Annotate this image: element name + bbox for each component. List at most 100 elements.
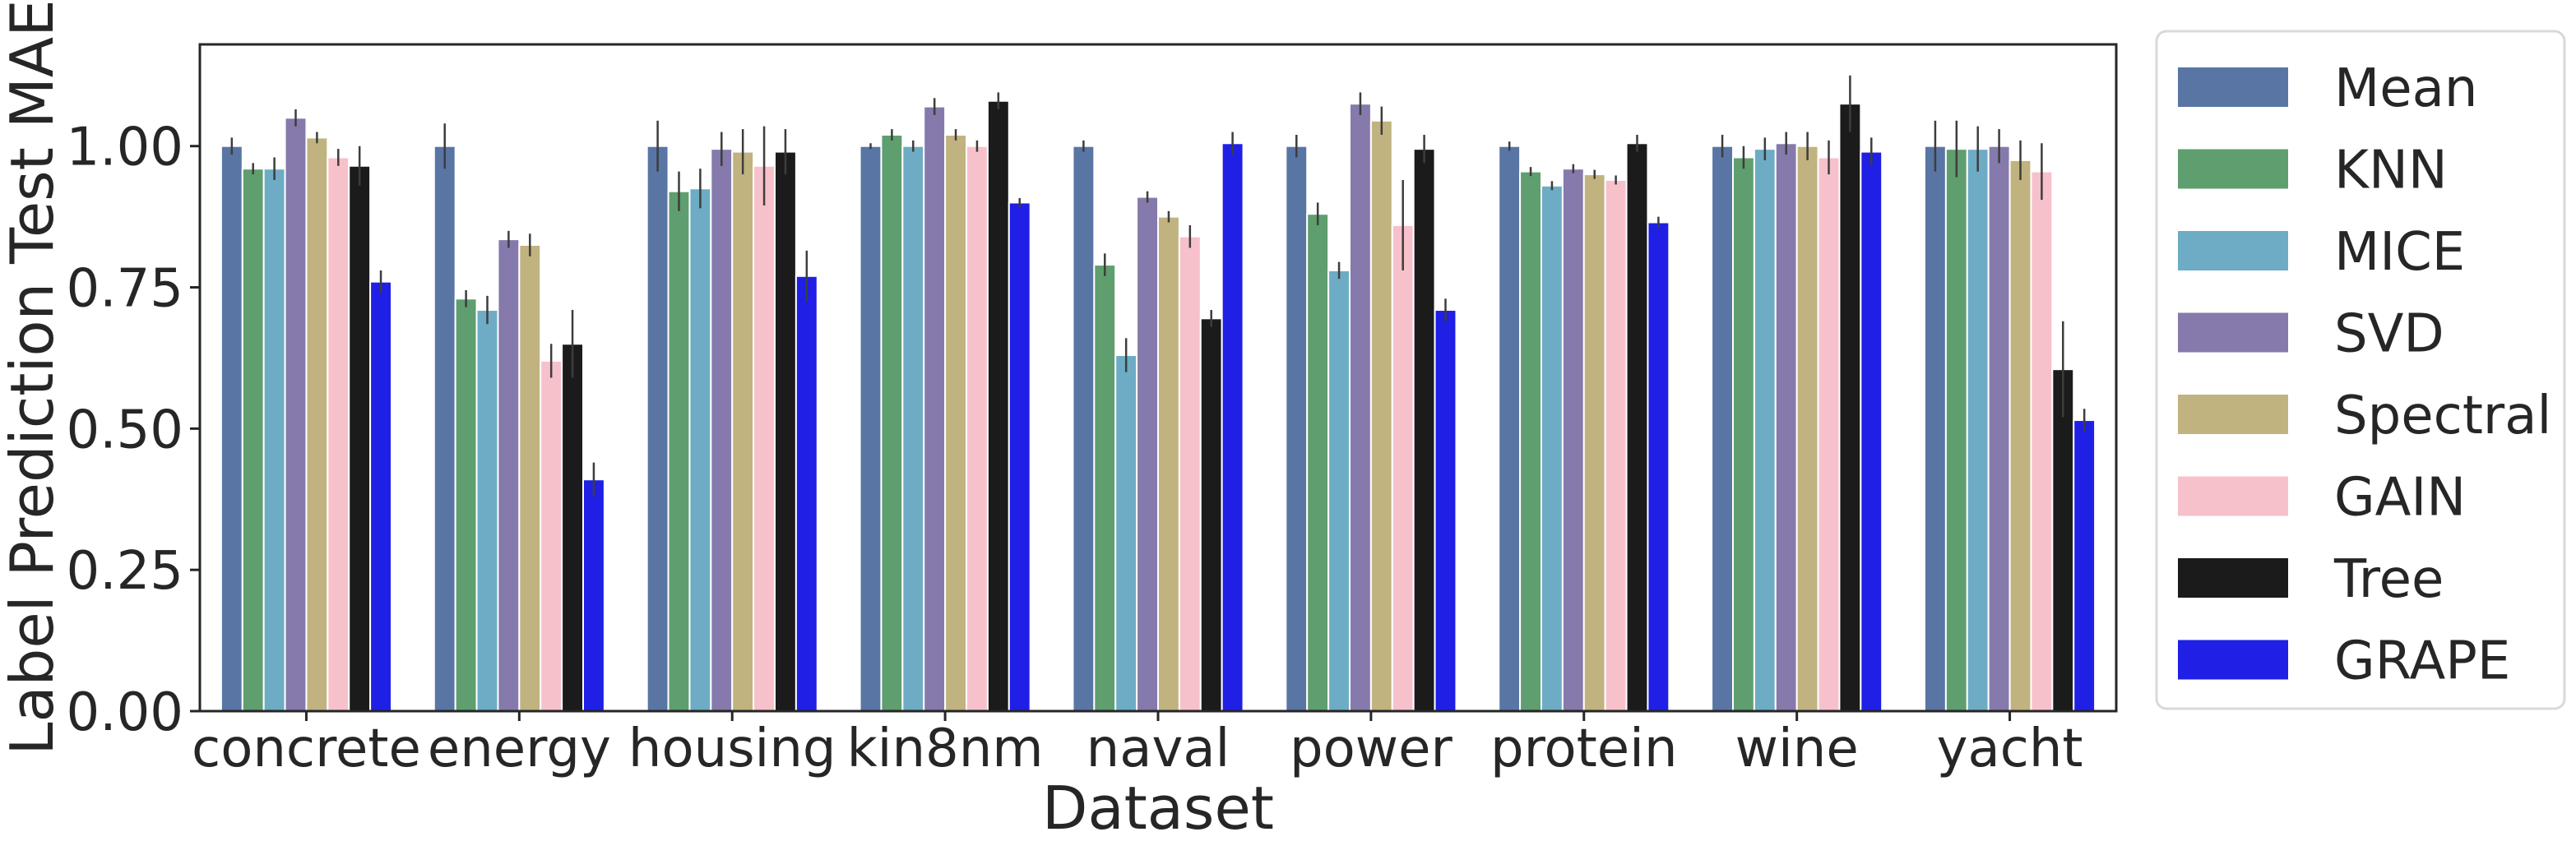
bar-mean-naval — [1072, 145, 1096, 712]
bar-tree-protein — [1625, 142, 1649, 712]
bar-gain-naval — [1178, 235, 1202, 712]
y-axis-label: Label Prediction Test MAE — [0, 0, 67, 756]
bar-gain-wine — [1817, 156, 1841, 712]
bar-grape-concrete — [369, 280, 392, 713]
legend-swatch-gain — [2178, 476, 2288, 516]
x-axis-ticks: concrete energy housing kin8nm naval power pro… — [192, 711, 2083, 779]
bar-knn-energy — [454, 298, 478, 712]
bar-knn-power — [1306, 213, 1330, 712]
bar-tree-housing — [774, 150, 797, 712]
y-tick-label: 0.50 — [67, 400, 184, 460]
bar-knn-wine — [1732, 156, 1755, 712]
bar-knn-protein — [1519, 170, 1542, 712]
legend-swatch-mean — [2178, 67, 2288, 107]
bar-knn-housing — [667, 190, 691, 712]
bar-grape-kin8nm — [1008, 201, 1031, 712]
legend-label-mice: MICE — [2334, 222, 2465, 283]
legend-label-grape: GRAPE — [2334, 631, 2510, 692]
bar-grape-housing — [795, 275, 818, 713]
y-tick-label: 0.75 — [67, 259, 184, 320]
bar-gain-kin8nm — [966, 145, 989, 712]
bar-spectral-naval — [1157, 215, 1180, 712]
y-axis-ticks: 0.00 0.25 0.50 0.75 1.00 — [67, 118, 200, 743]
bar-mean-kin8nm — [859, 145, 883, 712]
bar-svd-housing — [710, 148, 734, 712]
bar-spectral-energy — [518, 243, 542, 712]
bar-spectral-housing — [731, 150, 755, 712]
bar-svd-protein — [1561, 168, 1585, 712]
bar-mean-concrete — [220, 145, 243, 712]
x-tick-label: power — [1290, 719, 1453, 779]
bars-layer — [220, 99, 2096, 713]
legend-label-gain: GAIN — [2334, 468, 2466, 529]
x-tick-label: kin8nm — [847, 719, 1044, 779]
bar-knn-naval — [1093, 264, 1117, 713]
bar-tree-power — [1412, 148, 1436, 712]
bar-gain-energy — [540, 359, 563, 712]
bar-grape-protein — [1647, 221, 1670, 712]
bar-gain-yacht — [2030, 170, 2054, 712]
x-tick-label: protein — [1490, 719, 1678, 779]
bar-tree-naval — [1199, 317, 1223, 712]
bar-tree-wine — [1838, 103, 1862, 713]
bar-knn-kin8nm — [880, 133, 904, 713]
legend-label-knn: KNN — [2334, 141, 2448, 201]
bar-spectral-concrete — [305, 136, 329, 712]
bar-spectral-yacht — [2008, 159, 2032, 712]
x-tick-label: concrete — [192, 719, 421, 779]
bar-gain-protein — [1604, 178, 1628, 712]
bar-tree-concrete — [348, 164, 372, 712]
legend-label-mean: Mean — [2334, 58, 2477, 119]
y-tick-label: 1.00 — [67, 118, 184, 178]
x-axis-label: Dataset — [1042, 774, 1274, 843]
y-tick-label: 0.00 — [67, 682, 184, 743]
bar-grape-yacht — [2073, 419, 2096, 712]
bar-tree-energy — [561, 343, 584, 712]
bar-svd-energy — [497, 238, 521, 712]
bar-spectral-kin8nm — [944, 133, 967, 713]
legend-label-tree: Tree — [2333, 549, 2444, 610]
legend-swatch-tree — [2178, 558, 2288, 598]
bar-mean-wine — [1711, 145, 1735, 712]
bar-svd-yacht — [1987, 145, 2011, 712]
bar-spectral-power — [1369, 119, 1393, 712]
bar-grape-energy — [582, 478, 605, 713]
bar-gain-power — [1391, 224, 1415, 712]
bar-mice-wine — [1753, 148, 1777, 712]
bar-mean-protein — [1498, 145, 1522, 712]
x-tick-label: yacht — [1937, 719, 2083, 779]
bar-mice-protein — [1541, 184, 1564, 712]
x-tick-label: naval — [1086, 719, 1230, 779]
legend-swatch-grape — [2178, 640, 2288, 680]
legend-label-spectral: Spectral — [2334, 386, 2551, 446]
bar-mice-housing — [688, 187, 712, 712]
bar-mean-yacht — [1924, 145, 1947, 712]
error-bars-layer — [230, 75, 2086, 497]
bar-gain-housing — [753, 164, 776, 712]
legend-swatch-mice — [2178, 231, 2288, 270]
x-tick-label: energy — [428, 719, 611, 779]
bar-grape-wine — [1860, 150, 1883, 712]
bar-svd-wine — [1774, 142, 1798, 712]
bar-svd-power — [1349, 103, 1372, 713]
bar-svd-naval — [1136, 196, 1159, 712]
bar-svd-concrete — [284, 117, 308, 713]
bar-mice-kin8nm — [901, 145, 925, 712]
bar-gain-concrete — [327, 156, 350, 712]
bar-spectral-protein — [1582, 173, 1606, 712]
bar-mice-yacht — [1966, 148, 1990, 712]
bar-grape-naval — [1221, 142, 1244, 712]
legend-frame — [2155, 30, 2566, 710]
legend-items: Mean KNN MICE SVD Spectral GAIN Tree GRAPE — [2178, 58, 2551, 692]
y-tick-label: 0.25 — [67, 541, 184, 602]
legend: Mean KNN MICE SVD Spectral GAIN Tree GRAPE — [2155, 30, 2566, 710]
bar-knn-yacht — [1944, 148, 1968, 712]
legend-label-svd: SVD — [2334, 304, 2444, 365]
x-tick-label: wine — [1735, 719, 1859, 779]
bar-knn-concrete — [241, 168, 265, 712]
bar-mean-energy — [433, 145, 456, 712]
bar-mice-energy — [475, 309, 499, 712]
bar-tree-yacht — [2051, 368, 2075, 712]
legend-swatch-svd — [2178, 312, 2288, 353]
